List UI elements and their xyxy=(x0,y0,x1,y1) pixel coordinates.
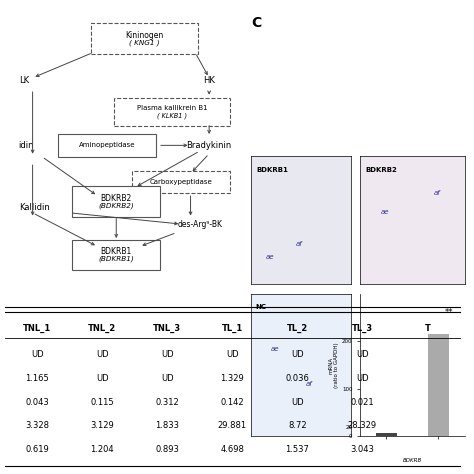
Text: UD: UD xyxy=(161,374,173,383)
FancyBboxPatch shape xyxy=(132,171,230,193)
Text: LK: LK xyxy=(18,76,29,85)
FancyBboxPatch shape xyxy=(72,239,160,271)
Text: 1.833: 1.833 xyxy=(155,421,179,430)
Text: Aminopeptidase: Aminopeptidase xyxy=(79,142,135,148)
FancyBboxPatch shape xyxy=(58,134,155,156)
Text: 3.043: 3.043 xyxy=(350,445,374,454)
Text: UD: UD xyxy=(291,350,304,359)
Text: UD: UD xyxy=(161,350,173,359)
Text: UD: UD xyxy=(96,350,109,359)
Text: 3.129: 3.129 xyxy=(91,421,114,430)
Text: UD: UD xyxy=(226,350,239,359)
Text: NC: NC xyxy=(255,304,266,310)
Text: af: af xyxy=(433,190,440,196)
Text: 0.021: 0.021 xyxy=(351,398,374,407)
Text: BDKRB: BDKRB xyxy=(403,458,422,463)
Text: Kallidin: Kallidin xyxy=(18,203,49,212)
Text: 0.142: 0.142 xyxy=(220,398,244,407)
FancyBboxPatch shape xyxy=(72,186,160,217)
Text: UD: UD xyxy=(31,350,44,359)
Text: idin: idin xyxy=(18,141,34,150)
Text: 1.537: 1.537 xyxy=(285,445,310,454)
Text: ( KNG1 ): ( KNG1 ) xyxy=(129,39,159,46)
Text: **: ** xyxy=(445,308,453,317)
Text: UD: UD xyxy=(291,398,304,407)
Text: C: C xyxy=(251,16,261,30)
Text: TL_3: TL_3 xyxy=(352,324,373,333)
Text: af: af xyxy=(306,381,313,387)
Text: 0.619: 0.619 xyxy=(26,445,49,454)
Text: TNL_2: TNL_2 xyxy=(88,324,117,333)
Text: ae: ae xyxy=(266,254,274,260)
Text: TNL_3: TNL_3 xyxy=(153,324,182,333)
Text: Plasma kallikrein B1: Plasma kallikrein B1 xyxy=(137,105,207,111)
Text: 3.328: 3.328 xyxy=(25,421,49,430)
Text: BDKRB1: BDKRB1 xyxy=(100,247,132,256)
Text: BDKRB2: BDKRB2 xyxy=(365,167,397,173)
Text: ( KLKB1 ): ( KLKB1 ) xyxy=(157,112,187,119)
Text: 1.329: 1.329 xyxy=(220,374,244,383)
Text: af: af xyxy=(296,241,303,247)
FancyBboxPatch shape xyxy=(114,98,230,126)
Text: 0.036: 0.036 xyxy=(285,374,310,383)
Text: 0.115: 0.115 xyxy=(91,398,114,407)
Text: (BDKRB1): (BDKRB1) xyxy=(98,256,134,263)
Text: HK: HK xyxy=(203,76,215,85)
Text: 29.881: 29.881 xyxy=(218,421,247,430)
Bar xyxy=(376,433,397,436)
Text: BDKRB1: BDKRB1 xyxy=(256,167,288,173)
Text: Kininogen: Kininogen xyxy=(125,31,163,40)
Text: UD: UD xyxy=(356,350,369,359)
Text: BDKRB2: BDKRB2 xyxy=(100,194,132,203)
Text: T: T xyxy=(425,324,430,333)
Text: 4.698: 4.698 xyxy=(220,445,244,454)
Text: Bradykinin: Bradykinin xyxy=(186,141,232,150)
Text: ae: ae xyxy=(381,209,390,215)
Text: TL_1: TL_1 xyxy=(222,324,243,333)
Text: TL_2: TL_2 xyxy=(287,324,308,333)
Text: UD: UD xyxy=(96,374,109,383)
Text: 0.312: 0.312 xyxy=(155,398,179,407)
Text: UD: UD xyxy=(356,374,369,383)
Text: 1.165: 1.165 xyxy=(26,374,49,383)
Text: (BDKRB2): (BDKRB2) xyxy=(98,202,134,209)
Text: TNL_1: TNL_1 xyxy=(23,324,51,333)
Text: ae: ae xyxy=(271,346,280,352)
Text: 28.329: 28.329 xyxy=(348,421,377,430)
Bar xyxy=(428,334,449,436)
FancyBboxPatch shape xyxy=(91,23,198,54)
Text: 0.043: 0.043 xyxy=(26,398,49,407)
Text: 1.204: 1.204 xyxy=(91,445,114,454)
Text: 0.893: 0.893 xyxy=(155,445,179,454)
Y-axis label: mRNA
(ratio to GAPDH): mRNA (ratio to GAPDH) xyxy=(328,342,339,388)
Text: 8.72: 8.72 xyxy=(288,421,307,430)
Text: Carboxypeptidase: Carboxypeptidase xyxy=(150,179,213,185)
Text: des-Arg⁹-BK: des-Arg⁹-BK xyxy=(177,219,222,228)
